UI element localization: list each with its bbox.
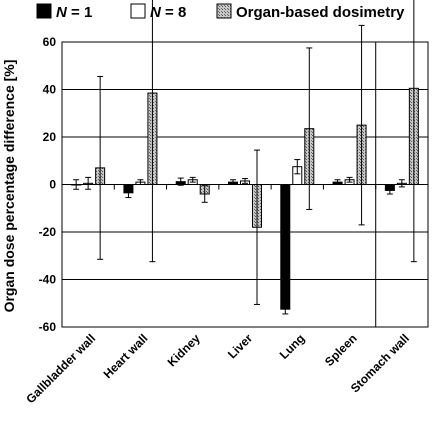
category-label: Liver bbox=[225, 331, 255, 361]
y-tick-label: -40 bbox=[39, 273, 57, 287]
legend-label-organ-based: Organ-based dosimetry bbox=[236, 4, 405, 21]
category-label: Kidney bbox=[165, 331, 203, 369]
plot-frame bbox=[61, 41, 429, 328]
legend-label-n8: N = 8 bbox=[150, 4, 186, 21]
legend-swatch-organ-based bbox=[216, 3, 232, 19]
y-tick-label: -20 bbox=[39, 225, 57, 239]
category-label: Heart wall bbox=[101, 331, 151, 381]
y-tick-label: 40 bbox=[43, 83, 57, 97]
y-tick-label: 0 bbox=[49, 178, 56, 192]
y-tick-label: -60 bbox=[39, 320, 57, 334]
y-tick-label: 60 bbox=[43, 35, 57, 49]
category-labels: Gallbladder wall Heart wall Kidney Liver Lun… bbox=[23, 331, 412, 406]
legend-swatch-n8 bbox=[130, 3, 146, 19]
legend-swatch-n1 bbox=[36, 3, 52, 19]
legend-label-n1: N = 1 bbox=[56, 4, 92, 21]
y-tick-labels: -60 -40 -20 0 20 40 60 bbox=[39, 35, 57, 334]
category-separators bbox=[113, 42, 377, 327]
bar-0-4 bbox=[280, 184, 291, 310]
bars bbox=[71, 87, 419, 310]
category-label: Lung bbox=[277, 331, 308, 362]
error-bars bbox=[73, 0, 417, 315]
y-axis-label: Organ dose percentage difference [%] bbox=[1, 60, 17, 313]
category-label: Spleen bbox=[322, 331, 360, 369]
y-tick-label: 20 bbox=[43, 130, 57, 144]
legend: N = 1 N = 8 Organ-based dosimetry bbox=[36, 3, 405, 21]
category-label: Gallbladder wall bbox=[23, 331, 98, 406]
